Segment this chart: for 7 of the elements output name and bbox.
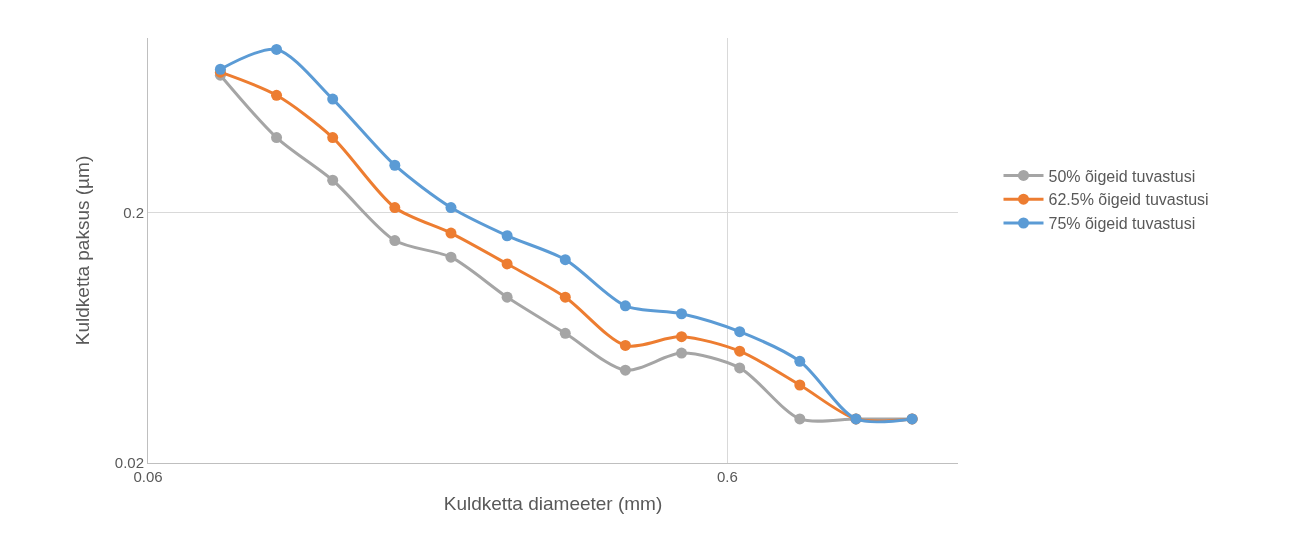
legend-label: 75% õigeid tuvastusi: [1048, 215, 1196, 233]
x-axis-title: Kuldketta diameeter (mm): [443, 492, 663, 514]
y-axis-title: Kuldketta paksus (µm): [71, 155, 93, 346]
y-tick-label: 0.2: [123, 204, 144, 222]
x-tick-label: 0.6: [716, 468, 738, 485]
legend-label: 50% õigeid tuvastusi: [1048, 167, 1196, 185]
legend-label: 62.5% õigeid tuvastusi: [1048, 191, 1209, 209]
